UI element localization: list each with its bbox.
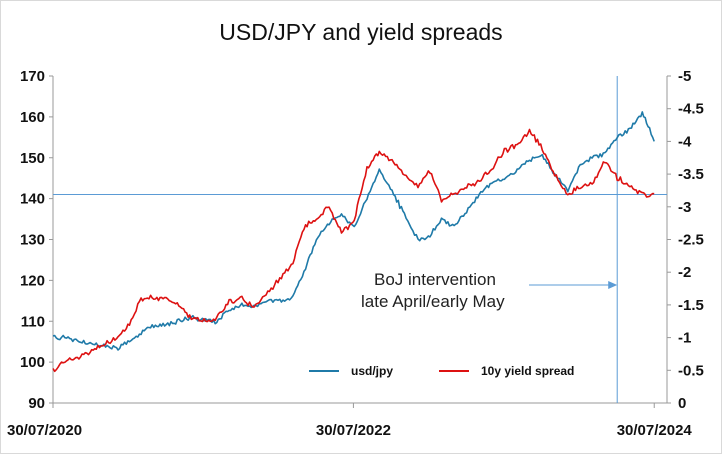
chart-title: USD/JPY and yield spreads — [219, 19, 503, 45]
left-tick-label: 90 — [28, 395, 45, 412]
annotation-line-2: late April/early May — [361, 292, 505, 311]
right-tick-label: -2 — [678, 264, 691, 281]
left-tick-label: 140 — [20, 191, 45, 208]
right-tick-label: -4 — [678, 133, 692, 150]
legend-label: 10y yield spread — [481, 364, 574, 378]
right-tick-label: -4.5 — [678, 101, 704, 118]
annotation-arrow-head — [608, 281, 618, 289]
x-tick-label: 30/07/2024 — [617, 422, 693, 439]
right-tick-label: -5 — [678, 68, 691, 85]
right-tick-label: -0.5 — [678, 362, 704, 379]
left-tick-label: 100 — [20, 354, 45, 371]
right-tick-label: -3 — [678, 199, 691, 216]
annotation-line-1: BoJ intervention — [374, 270, 496, 289]
series-line-yield-spread — [52, 128, 655, 373]
left-tick-label: 110 — [21, 313, 45, 330]
left-tick-label: 150 — [20, 150, 45, 167]
series-line-usdjpy — [52, 111, 655, 351]
left-tick-label: 160 — [20, 109, 45, 126]
right-tick-label: -1 — [678, 330, 691, 347]
x-tick-label: 30/07/2022 — [316, 422, 391, 439]
x-tick-label: 30/07/2020 — [7, 422, 82, 439]
left-tick-label: 130 — [20, 232, 45, 249]
right-tick-label: -3.5 — [678, 166, 704, 183]
legend-label: usd/jpy — [351, 364, 393, 378]
left-tick-label: 170 — [20, 68, 45, 85]
right-tick-label: 0 — [678, 395, 686, 412]
right-tick-label: -2.5 — [678, 232, 704, 249]
right-tick-label: -1.5 — [678, 297, 704, 314]
left-tick-label: 120 — [20, 272, 45, 289]
